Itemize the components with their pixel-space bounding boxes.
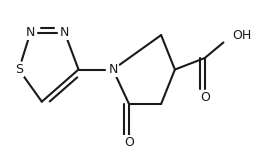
Text: O: O [124, 136, 134, 150]
Text: N: N [26, 26, 35, 39]
Text: S: S [15, 63, 23, 76]
Text: N: N [60, 26, 69, 39]
Text: O: O [200, 91, 210, 104]
Text: OH: OH [232, 29, 252, 42]
Text: N: N [108, 63, 118, 76]
